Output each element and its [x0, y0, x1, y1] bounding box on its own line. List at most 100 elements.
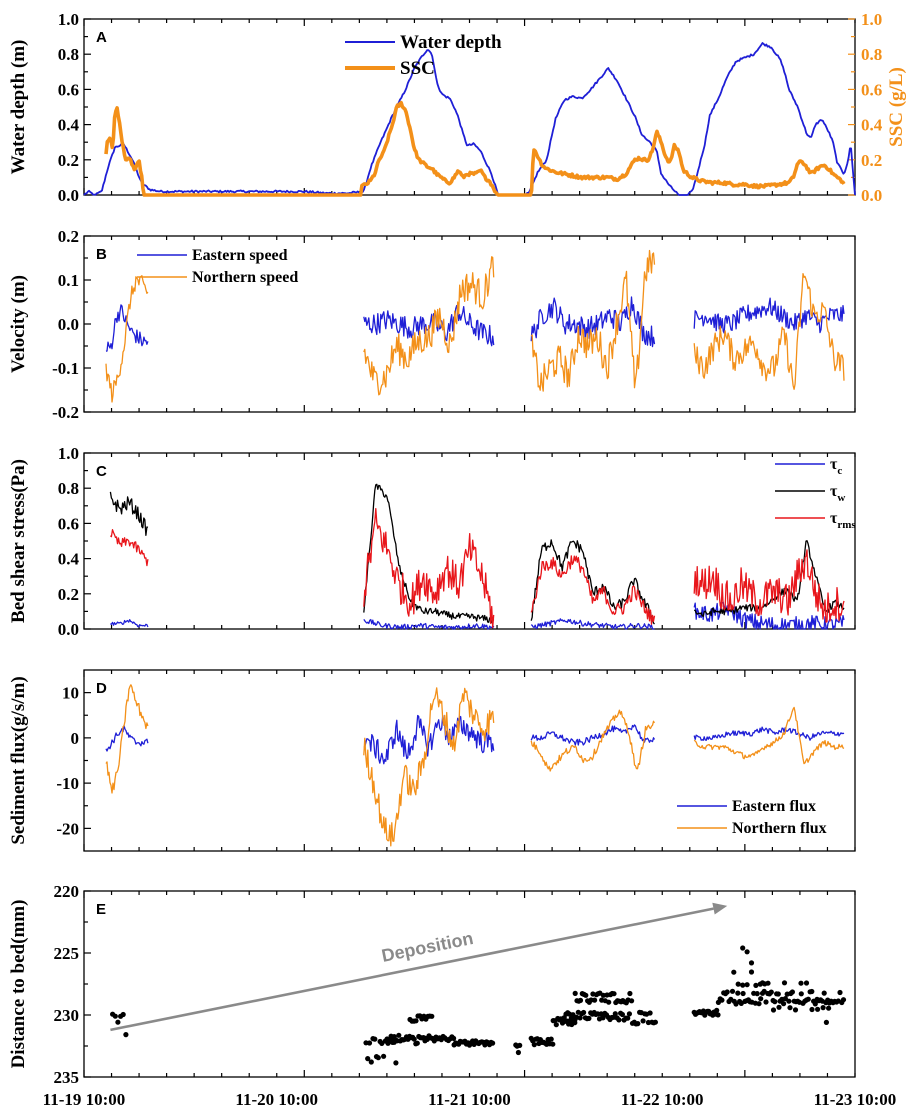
- data-point: [809, 1006, 815, 1013]
- series-1-segment: [109, 491, 149, 536]
- y-axis-label-right: SSC (g/L): [886, 67, 907, 147]
- data-point: [577, 1015, 583, 1021]
- data-point: [724, 989, 730, 995]
- panel-label: A: [96, 29, 107, 46]
- data-point: [744, 982, 750, 988]
- data-point: [583, 992, 589, 998]
- data-point: [805, 996, 811, 1002]
- data-point: [577, 997, 584, 1004]
- data-point: [753, 982, 759, 989]
- data-point: [781, 980, 788, 986]
- legend-label: Northern flux: [732, 820, 827, 837]
- data-point: [366, 1040, 373, 1046]
- data-point: [112, 1013, 118, 1019]
- data-point: [714, 1007, 720, 1014]
- panel-label: E: [96, 901, 106, 918]
- data-point: [115, 1019, 121, 1025]
- legend: τc τw τrms: [775, 456, 856, 531]
- y-axis-label: Water depth (m): [8, 40, 29, 175]
- y-axis-label: Distance to bed(mm): [8, 900, 29, 1069]
- y-tick-label: 0.8: [861, 45, 882, 64]
- data-point: [372, 1036, 378, 1042]
- data-point: [758, 996, 764, 1002]
- data-point: [740, 990, 746, 997]
- legend-label: Northern speed: [192, 269, 298, 286]
- y-tick-label: 0.2: [861, 151, 882, 170]
- panel-A: A Water depth (m) 0.0 0.2 0.4 0.6 0.8 1.0 0.0 0.2…: [8, 10, 907, 205]
- y-tick-label: 235: [54, 1068, 80, 1087]
- data-point: [812, 1001, 818, 1007]
- data-point: [759, 980, 766, 986]
- data-point: [515, 1049, 522, 1056]
- data-point: [798, 991, 804, 997]
- data-point: [396, 1032, 402, 1038]
- data-point: [820, 1005, 826, 1011]
- series-1-segment: [693, 706, 845, 765]
- data-point: [531, 1042, 537, 1048]
- panel-D: D Sediment flux(g/s/m) -20 -10 0 10 Eastern fl…: [8, 669, 856, 852]
- y-axis-label: Sediment flux(g/s/m): [8, 676, 29, 844]
- data-point: [627, 990, 633, 997]
- data-point: [365, 1056, 371, 1062]
- series-1-segment: [530, 539, 655, 625]
- data-point: [744, 949, 750, 955]
- data-point: [629, 998, 635, 1004]
- legend-label: Eastern speed: [192, 247, 288, 264]
- series-ssc-line: [104, 100, 846, 197]
- data-point: [787, 1005, 793, 1011]
- y-tick-label: 1.0: [58, 10, 79, 29]
- y-tick-label: -10: [56, 774, 79, 793]
- data-point: [740, 945, 746, 951]
- data-point: [735, 990, 741, 996]
- data-point: [368, 1059, 374, 1065]
- data-point: [781, 1001, 787, 1007]
- data-point: [625, 1015, 631, 1021]
- series-0-segment: [363, 714, 495, 765]
- data-point: [635, 1021, 641, 1027]
- series-1-segment: [693, 273, 845, 390]
- y-tick-label: 0.2: [58, 151, 79, 170]
- data-point: [823, 1019, 830, 1025]
- data-point: [411, 1036, 417, 1042]
- series-1-segment: [363, 256, 495, 396]
- y-axis-label: Velocity (m): [8, 275, 29, 373]
- y-tick-label: -0.2: [52, 403, 79, 422]
- data-point: [413, 1018, 419, 1024]
- data-point: [375, 1055, 381, 1061]
- data-point: [719, 997, 725, 1003]
- deposition-arrow: [110, 907, 714, 1032]
- panel-C: C Bed shear stress(Pa) 0.0 0.2 0.4 0.6 0.8 1.0 τ…: [8, 444, 856, 639]
- y-tick-label: 0.6: [861, 80, 882, 99]
- data-point: [772, 999, 778, 1005]
- panel-B: B Velocity (m) -0.2 -0.1 0.0 0.1 0.2 Eastern sp…: [8, 227, 856, 422]
- legend: Eastern speed Northern speed: [137, 247, 298, 286]
- data-point: [570, 1012, 576, 1018]
- y-tick-label: 0: [71, 729, 80, 748]
- series-1-segment: [105, 275, 149, 403]
- data-point: [451, 1035, 457, 1041]
- data-point: [837, 989, 843, 996]
- y-axis-label: Bed shear stress(Pa): [8, 459, 29, 623]
- data-point: [821, 990, 827, 996]
- data-point: [748, 960, 755, 966]
- data-point: [775, 991, 781, 997]
- data-point: [123, 1032, 129, 1038]
- data-point: [731, 969, 737, 975]
- y-tick-label: 0.2: [58, 585, 79, 604]
- y-tick-label: 10: [62, 684, 79, 703]
- deposition-arrowhead: [712, 902, 728, 915]
- data-point: [756, 1001, 762, 1007]
- series-water-depth-line: [83, 42, 856, 196]
- series-1-segment: [363, 687, 495, 847]
- data-point: [729, 988, 736, 994]
- data-point: [490, 1040, 496, 1046]
- y-tick-label: 1.0: [861, 10, 882, 29]
- panel-E: E Distance to bed(mm) 220 225 230 235 11-19 10…: [8, 882, 896, 1109]
- data-point: [550, 1041, 556, 1047]
- data-point: [715, 1012, 721, 1018]
- legend-subscript: w: [837, 492, 845, 504]
- y-tick-label: 0.1: [58, 271, 79, 290]
- data-point: [626, 1011, 633, 1017]
- series-0-segment: [530, 724, 656, 746]
- series-0-segment: [530, 296, 656, 348]
